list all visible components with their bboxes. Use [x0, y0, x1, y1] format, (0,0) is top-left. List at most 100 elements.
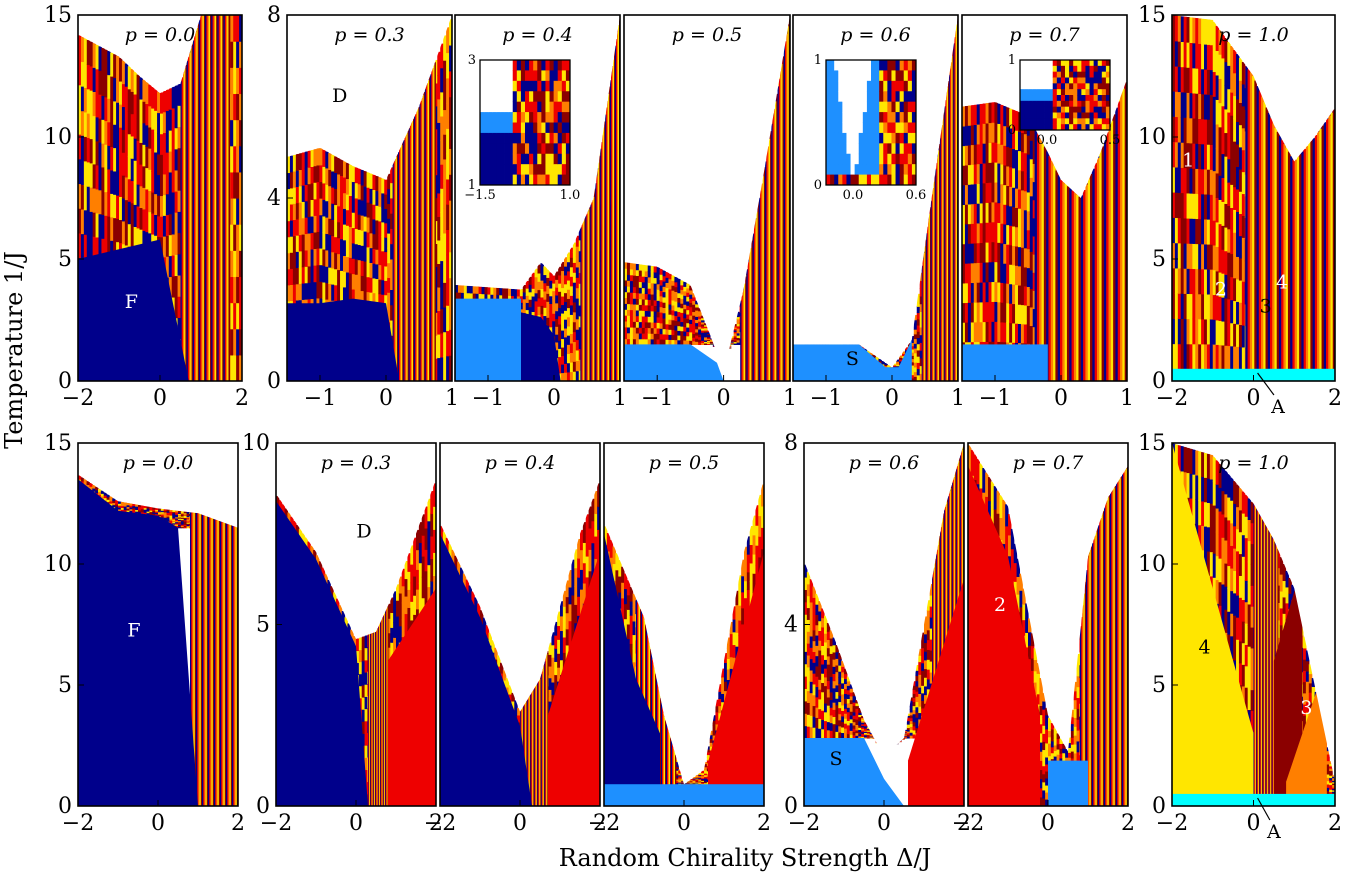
- chaos-cell: [121, 197, 126, 222]
- chaos-cell: [534, 284, 539, 294]
- chaos-strip: [761, 183, 764, 381]
- chaos-cell: [233, 67, 237, 95]
- chaos-cell: [899, 357, 903, 360]
- chaos-cell: [994, 221, 998, 243]
- chaos-cell: [110, 52, 114, 77]
- inset-cell: [488, 122, 493, 134]
- inset-x-tick-label: 0.0: [843, 188, 864, 203]
- chaos-cell: [733, 338, 738, 341]
- chaos-cell: [340, 270, 344, 287]
- chaos-cell: [561, 363, 565, 374]
- chaos-cell: [233, 93, 237, 121]
- chaos-cell: [434, 105, 438, 130]
- chaos-cell: [659, 306, 664, 313]
- chaos-cell: [130, 113, 135, 137]
- chaos-cell: [165, 172, 170, 195]
- chaos-cell: [644, 327, 649, 334]
- inset-cell: [879, 153, 884, 165]
- inset-cell: [879, 70, 884, 82]
- chaos-cell: [552, 328, 556, 337]
- chaos-cell: [566, 298, 571, 309]
- chaos-cell: [119, 173, 123, 197]
- inset-cell: [850, 80, 856, 92]
- chaos-strip: [581, 225, 583, 381]
- inset-cell: [838, 153, 843, 165]
- inset-cell: [911, 101, 917, 113]
- chaos-strip: [932, 187, 934, 381]
- chaos-cell: [310, 182, 315, 201]
- chaos-cell: [624, 268, 628, 275]
- chaos-cell: [677, 292, 681, 298]
- chaos-cell: [387, 218, 391, 234]
- chaos-cell: [130, 202, 135, 226]
- chaos-cell: [916, 306, 921, 314]
- inset-cell: [858, 153, 864, 165]
- chaos-cell: [168, 192, 173, 215]
- chaos-cell: [325, 266, 329, 284]
- chaos-cell: [360, 199, 365, 216]
- phase-S-region: [793, 339, 912, 381]
- inset-cell: [520, 153, 526, 165]
- chaos-cell: [165, 256, 170, 278]
- chaos-cell: [233, 145, 237, 173]
- chaos-cell: [1012, 187, 1016, 208]
- chaos-cell: [360, 245, 365, 261]
- y-tick-label: 0: [58, 369, 72, 394]
- chaos-strip: [934, 175, 936, 381]
- chaos-cell: [104, 49, 108, 74]
- chaos-cell: [695, 316, 699, 321]
- chaos-cell: [558, 291, 562, 300]
- inset-cell: [553, 174, 559, 186]
- chaos-cell: [83, 87, 88, 113]
- chaos-cell: [319, 181, 323, 199]
- inset-cell: [488, 132, 493, 144]
- chaos-cell: [387, 203, 391, 219]
- inset-cell: [891, 101, 896, 113]
- inset-cell: [846, 60, 851, 71]
- x-tick-label: 0: [379, 386, 393, 411]
- inset-cell: [875, 60, 880, 71]
- chaos-cell: [525, 302, 530, 311]
- inset-cell: [500, 164, 505, 175]
- chaos-cell: [575, 370, 580, 381]
- chaos-cell: [177, 211, 182, 234]
- inset-cell: [903, 80, 909, 92]
- chaos-strip: [741, 295, 744, 381]
- chaos-cell: [656, 289, 661, 296]
- inset-cell: [891, 143, 896, 155]
- chaos-cell: [976, 282, 981, 303]
- chaos-cell: [292, 284, 297, 301]
- chaos-cell: [561, 346, 565, 357]
- chaos-cell: [86, 186, 91, 212]
- inset-cell: [862, 91, 868, 103]
- chaos-cell: [360, 260, 365, 276]
- chaos-strip: [606, 107, 608, 381]
- panel-title: p = 0.5: [672, 24, 742, 46]
- chaos-cell: [665, 313, 670, 320]
- chaos-strip: [937, 156, 939, 381]
- chaos-cell: [89, 114, 94, 140]
- inset-cell: [887, 164, 892, 175]
- chaos-cell: [171, 191, 176, 214]
- chaos-cell: [316, 181, 321, 199]
- chaos-cell: [665, 277, 670, 283]
- chaos-cell: [334, 284, 338, 302]
- inset-cell: [858, 143, 864, 155]
- chaos-cell: [357, 168, 362, 185]
- inset-cell: [907, 122, 913, 134]
- chaos-cell: [236, 93, 240, 121]
- chaos-cell: [569, 314, 574, 325]
- chaos-cell: [913, 352, 918, 359]
- inset-cell: [871, 174, 876, 186]
- chaos-cell: [707, 333, 711, 336]
- chaos-cell: [475, 293, 480, 301]
- chaos-cell: [534, 276, 539, 286]
- chaos-cell: [390, 243, 394, 260]
- chaos-cell: [310, 281, 315, 300]
- chaos-cell: [177, 232, 182, 255]
- chaos-cell: [119, 219, 123, 244]
- chaos-cell: [342, 271, 347, 288]
- chaos-cell: [624, 291, 628, 299]
- inset-cell: [500, 60, 505, 71]
- inset-cell: [842, 132, 847, 144]
